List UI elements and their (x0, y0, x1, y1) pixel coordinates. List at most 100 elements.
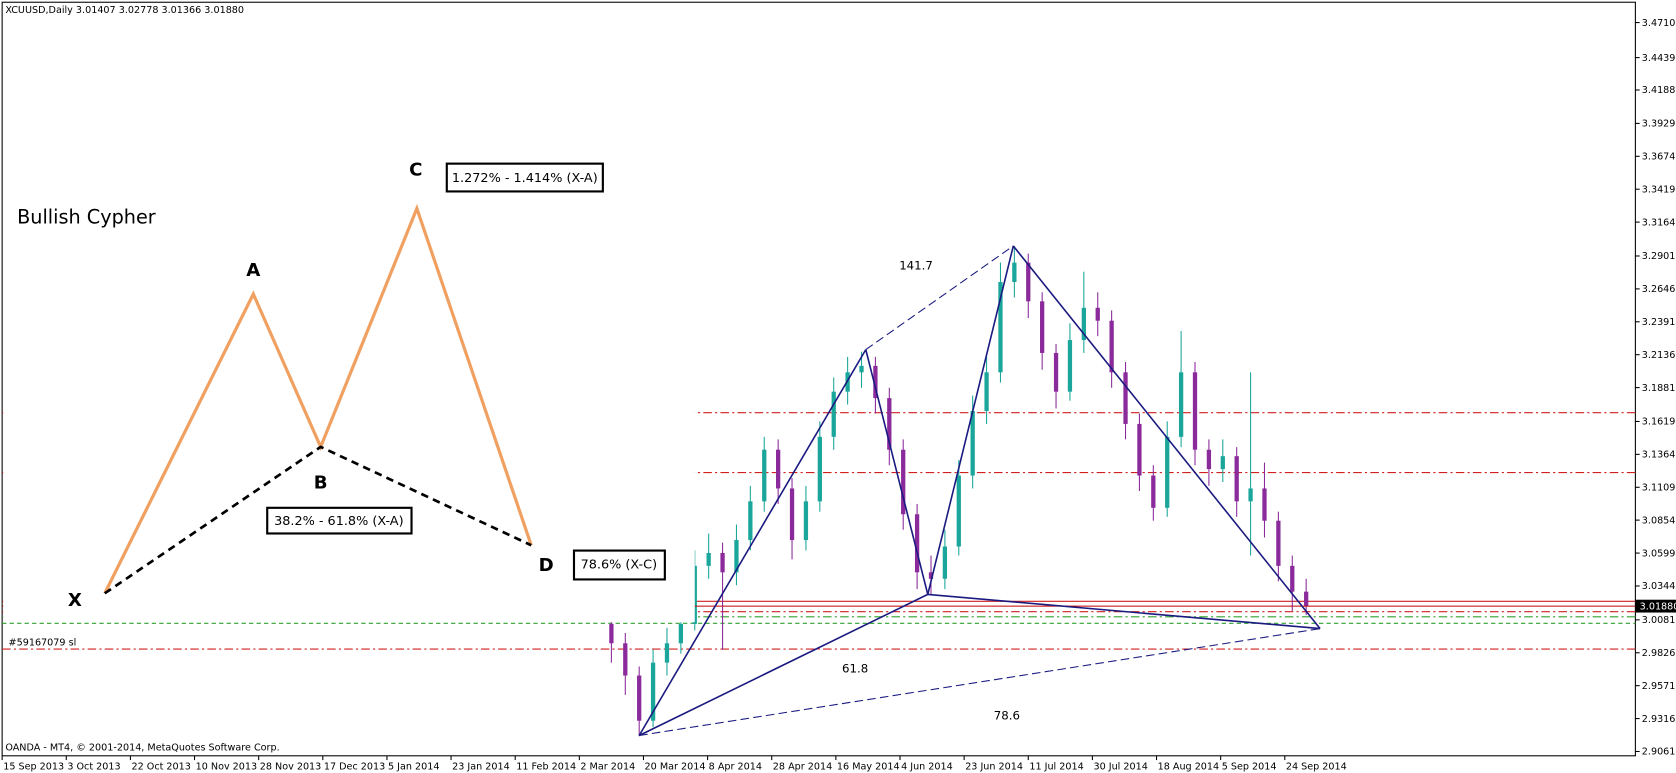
point-label: B (314, 473, 328, 494)
pattern-leg (638, 593, 929, 737)
candle-body (998, 281, 1003, 373)
candle-body (789, 488, 795, 541)
point-label: A (246, 260, 260, 281)
x-tick-label: 22 Oct 2013 (131, 762, 190, 773)
x-tick-label: 5 Sep 2014 (1222, 762, 1277, 773)
candle-body (1192, 372, 1198, 450)
candle-body (1012, 262, 1017, 282)
pattern-leg (927, 593, 1321, 630)
y-tick-label: 3.16190 (1642, 417, 1676, 428)
y-tick-label: 2.98265 (1642, 648, 1676, 659)
candle-body (1095, 307, 1100, 321)
point-label: D (539, 555, 554, 576)
candle-body (1178, 372, 1184, 437)
x-tick-label: 30 Jul 2014 (1093, 762, 1147, 773)
candle-body (901, 449, 906, 515)
x-tick-label: 28 Apr 2014 (773, 762, 832, 773)
x-tick-label: 3 Oct 2013 (67, 762, 120, 773)
candle-body (1053, 352, 1059, 392)
x-tick-label: 18 Aug 2014 (1158, 762, 1220, 773)
x-tick-label: 16 May 2014 (837, 762, 900, 773)
pattern-leg (927, 245, 1015, 595)
ratio-annotation: 141.7 (899, 258, 933, 272)
point-label: C (409, 159, 422, 180)
y-tick-label: 2.90615 (1642, 747, 1676, 758)
candle-body (1248, 488, 1253, 502)
ratio-text: 1.272% - 1.414% (X-A) (452, 171, 598, 186)
pattern-leg (1012, 245, 1321, 630)
candle-body (637, 675, 642, 721)
candle-body (1109, 320, 1114, 373)
x-tick-label: 20 Mar 2014 (645, 762, 706, 773)
ratio-text: 38.2% - 61.8% (X-A) (274, 514, 404, 529)
x-tick-label: 8 Apr 2014 (709, 762, 762, 773)
candle-body (650, 662, 656, 721)
candle-body (1067, 340, 1073, 392)
y-tick-label: 3.41880 (1642, 85, 1676, 96)
candle-body (720, 552, 725, 573)
y-tick-label: 3.08545 (1642, 515, 1676, 526)
candle-body (984, 372, 989, 412)
chart-header: XCUUSD,Daily 3.01407 3.02778 3.01366 3.0… (5, 5, 244, 16)
candle-body (1276, 520, 1281, 566)
y-tick-label: 2.95715 (1642, 681, 1676, 692)
ratio-box (266, 506, 413, 535)
candle-body (664, 643, 670, 663)
x-tick-label: 11 Jul 2014 (1029, 762, 1083, 773)
ratio-annotation: 78.6 (994, 708, 1020, 722)
y-tick-label: 3.44390 (1642, 53, 1676, 64)
y-tick-label: 3.00815 (1642, 615, 1676, 626)
candle-body (706, 552, 711, 566)
candle-body (887, 398, 892, 450)
x-tick-label: 5 Jan 2014 (388, 762, 440, 773)
point-label: X (68, 590, 82, 611)
x-tick-label: 23 Jun 2014 (965, 762, 1023, 773)
candle-body (609, 623, 614, 644)
current-price-box (1635, 599, 1676, 613)
pattern-leg (638, 349, 867, 736)
candle-body (1151, 475, 1156, 508)
candle-body (1304, 591, 1309, 606)
pattern-ratio-line (865, 245, 1014, 351)
order-label: #59167079 sl (9, 638, 77, 649)
y-tick-label: 3.39290 (1642, 119, 1676, 130)
x-tick-label: 28 Nov 2013 (260, 762, 322, 773)
x-tick-label: 4 Jun 2014 (901, 762, 953, 773)
y-tick-label: 3.03440 (1642, 581, 1676, 592)
y-tick-label: 3.21365 (1642, 350, 1676, 361)
y-tick-label: 2.93165 (1642, 714, 1676, 725)
x-tick-label: 10 Nov 2013 (196, 762, 258, 773)
candle-body (859, 365, 864, 373)
y-tick-label: 3.11090 (1642, 482, 1676, 493)
candle-body (1290, 565, 1295, 592)
candle-body (1123, 372, 1128, 424)
plot-frame (1, 1, 1636, 757)
candle-body (817, 436, 822, 502)
candle-body (873, 365, 878, 399)
y-tick-label: 3.47105 (1642, 18, 1676, 29)
ratio-box (445, 162, 604, 193)
overlay-title: Bullish Cypher (17, 205, 156, 228)
x-tick-label: 11 Feb 2014 (516, 762, 576, 773)
candle-body (914, 514, 920, 573)
y-tick-label: 3.26465 (1642, 284, 1676, 295)
x-tick-label: 24 Sep 2014 (1286, 762, 1347, 773)
y-tick-label: 3.13640 (1642, 450, 1676, 461)
y-tick-label: 3.31640 (1642, 217, 1676, 228)
ratio-annotation: 61.8 (842, 661, 868, 675)
candle-body (1234, 456, 1239, 502)
candle-body (1137, 423, 1142, 476)
candle-body (1081, 307, 1086, 341)
y-tick-label: 3.18815 (1642, 383, 1676, 394)
candle-body (831, 391, 836, 437)
copyright: OANDA - MT4, © 2001-2014, MetaQuotes Sof… (5, 742, 279, 753)
pattern-lines (638, 245, 1321, 737)
y-tick-label: 3.05990 (1642, 548, 1676, 559)
candle-body (734, 540, 739, 573)
candle-body (1165, 436, 1170, 508)
candles (609, 245, 1309, 737)
y-tick-label: 3.29015 (1642, 251, 1676, 262)
candle-body (762, 449, 767, 502)
